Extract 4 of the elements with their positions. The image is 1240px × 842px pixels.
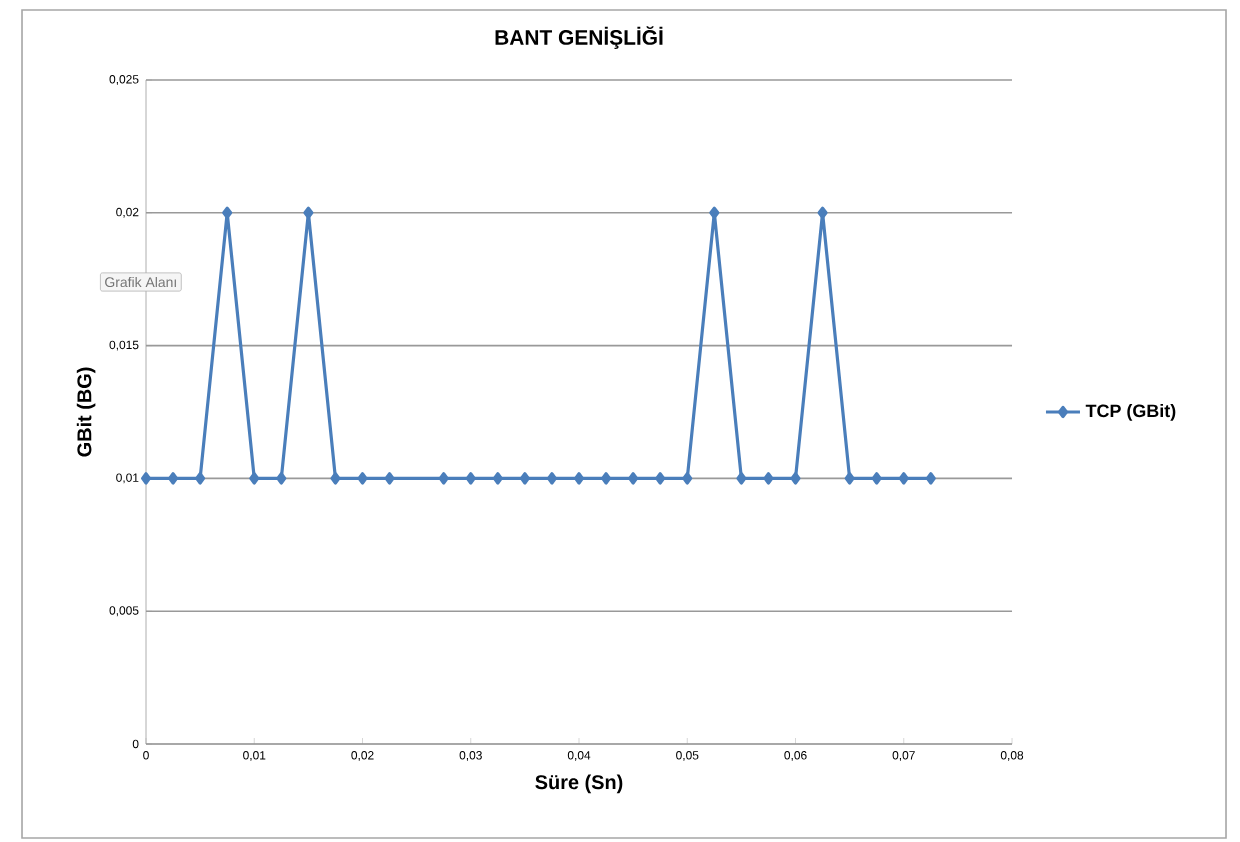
chart-title: BANT GENİŞLİĞİ xyxy=(495,26,663,49)
y-axis-title: GBit (BG) xyxy=(76,367,96,457)
x-axis-title: Süre (Sn) xyxy=(535,774,623,794)
legend-label: TCP (GBit) xyxy=(1085,404,1176,421)
